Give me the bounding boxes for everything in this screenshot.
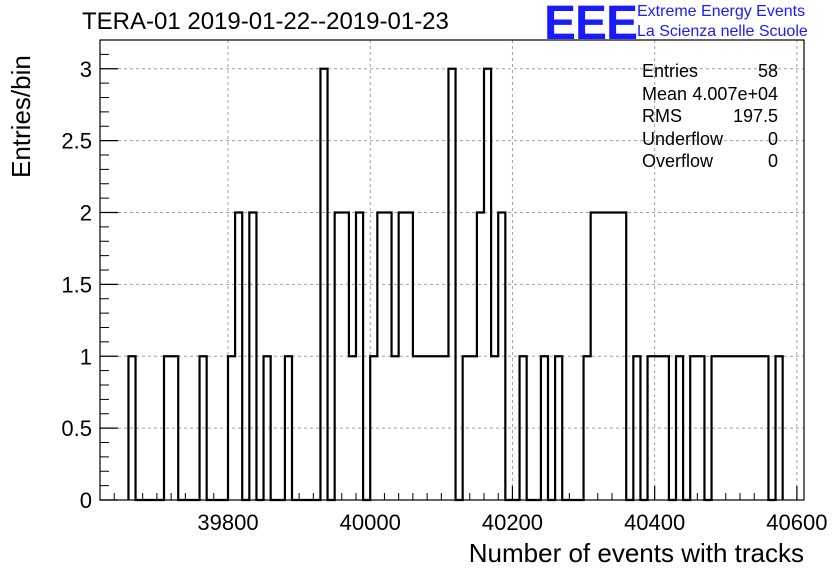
stats-key: Underflow [642, 128, 724, 149]
stats-value: 197.5 [732, 106, 778, 126]
stats-row-underflow: Underflow 0 [642, 128, 782, 151]
logo-line-1: Extreme Energy Events [637, 3, 806, 20]
stats-value: 0 [767, 128, 778, 149]
stats-row-overflow: Overflow 0 [642, 150, 782, 173]
y-tick-label: 1.5 [61, 272, 92, 297]
x-tick-label: 40000 [340, 510, 401, 535]
x-tick-label: 40400 [624, 510, 685, 535]
stats-value: 4.007e+04 [692, 83, 778, 104]
y-tick-label: 1 [80, 344, 92, 369]
y-tick-label: 3 [80, 57, 92, 82]
logo-line-2: La Scienza nelle Scuole [637, 23, 808, 40]
y-tick-label: 0.5 [61, 416, 92, 441]
y-tick-label: 0 [80, 488, 92, 513]
x-axis-label: Number of events with tracks [468, 538, 804, 568]
eee-logo-text: Extreme Energy Events La Scienza nelle S… [637, 2, 808, 42]
eee-logo-mark: EEE [544, 0, 638, 50]
axis-tick-labels: 39800 40000 40200 40400 40600 0 0.5 1 1.5 2 2.5 3 [61, 57, 827, 535]
y-tick-label: 2 [80, 201, 92, 226]
chart-title: TERA-01 2019-01-22--2019-01-23 [82, 8, 449, 35]
stats-key: Overflow [642, 151, 714, 171]
stats-row-rms: RMS 197.5 [642, 105, 782, 128]
y-axis-label: Entries/bin [6, 55, 36, 178]
stats-box: Entries 58 Mean 4.007e+04 RMS 197.5 Unde… [642, 60, 782, 173]
plot-frame [99, 39, 805, 501]
stats-value: 58 [757, 61, 778, 81]
stats-row-entries: Entries 58 [642, 60, 782, 83]
plot-frame-background [100, 40, 804, 500]
x-tick-label: 39800 [197, 510, 258, 535]
stats-key: Entries [642, 61, 699, 81]
y-tick-label: 2.5 [61, 129, 92, 154]
x-tick-label: 40200 [482, 510, 543, 535]
grid-lines [100, 40, 804, 501]
stats-key: RMS [642, 106, 682, 126]
x-tick-label: 40600 [766, 510, 827, 535]
stats-value: 0 [767, 151, 778, 171]
stats-key: Mean [642, 83, 688, 104]
stats-row-mean: Mean 4.007e+04 [642, 83, 782, 106]
